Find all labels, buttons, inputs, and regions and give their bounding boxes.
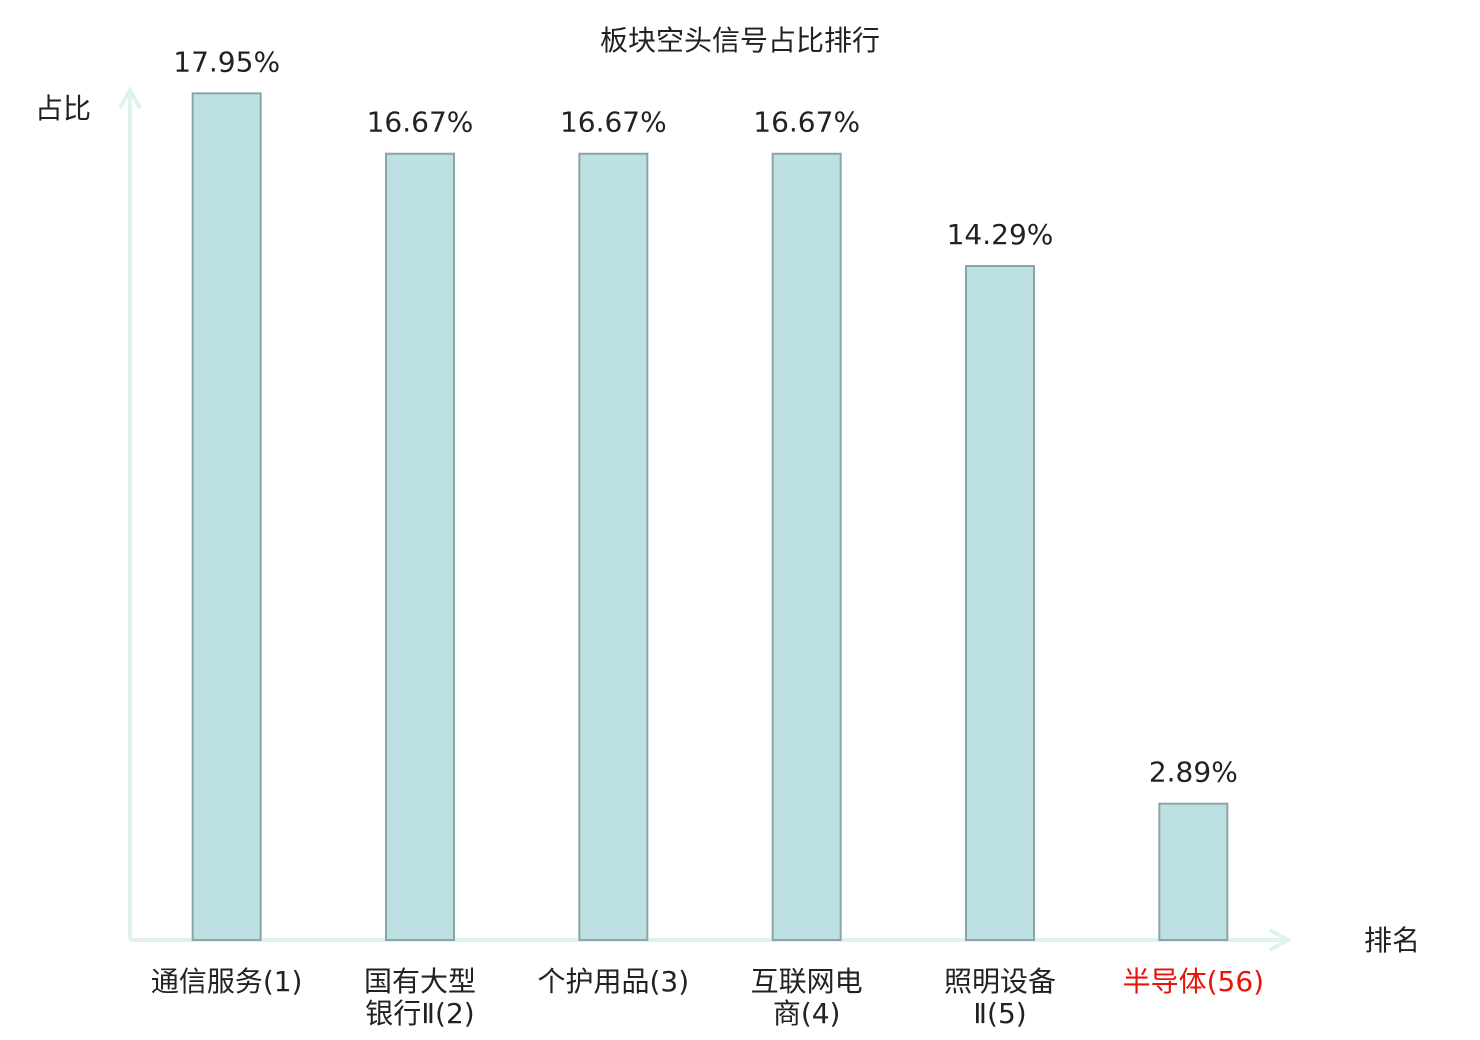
x-tick-label: 互联网电 商(4) <box>750 965 863 1030</box>
bar <box>771 152 842 941</box>
y-axis-arrow <box>118 85 142 109</box>
bar <box>385 152 455 941</box>
y-axis-label: 占比 <box>35 92 91 125</box>
x-tick-label: 通信服务(1) <box>150 965 303 998</box>
value-label: 16.67% <box>560 106 667 139</box>
x-axis-label: 排名 <box>1364 924 1420 957</box>
x-axis-arrow <box>1269 928 1293 952</box>
axes <box>118 85 1293 952</box>
value-label: 17.95% <box>173 45 280 78</box>
x-tick-label: 半导体(56) <box>1122 965 1265 998</box>
value-label: 14.29% <box>947 218 1054 251</box>
chart-title: 板块空头信号占比排行 <box>600 24 880 57</box>
value-label: 2.89% <box>1149 756 1238 789</box>
x-tick-label: 国有大型 银行Ⅱ(2) <box>363 965 476 1030</box>
value-label: 16.67% <box>753 106 860 139</box>
bar <box>191 92 262 941</box>
x-tick-label: 照明设备 Ⅱ(5) <box>943 965 1056 1030</box>
bar <box>1158 802 1229 942</box>
value-label: 16.67% <box>367 106 474 139</box>
bar <box>578 152 649 941</box>
x-tick-label: 个护用品(3) <box>537 965 690 998</box>
bar <box>965 264 1035 941</box>
